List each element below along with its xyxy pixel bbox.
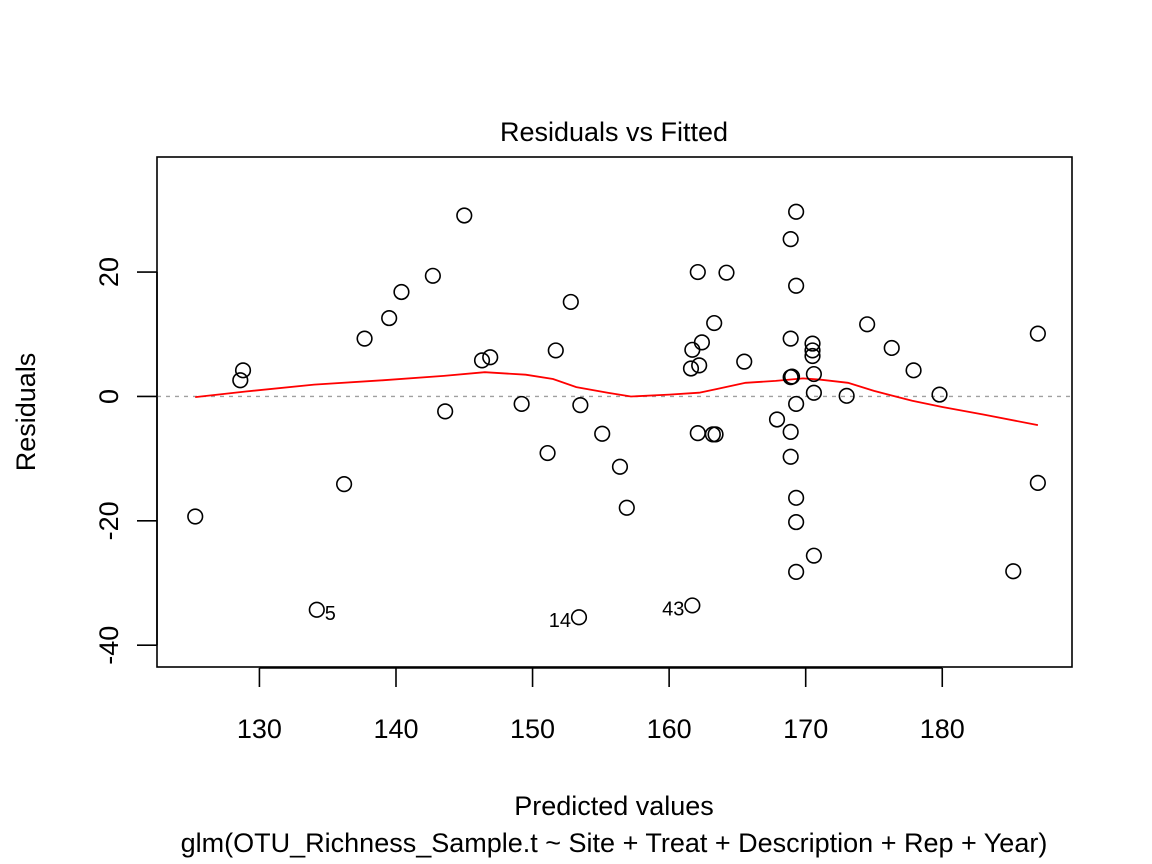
data-point (805, 384, 822, 401)
data-point (931, 386, 948, 403)
data-point (689, 263, 706, 281)
data-point (883, 339, 900, 357)
data-point (788, 563, 805, 580)
data-point (804, 347, 821, 365)
data-point (788, 489, 805, 506)
data-point (437, 403, 454, 420)
data-point (718, 264, 735, 281)
x-tick-label: 130 (237, 714, 282, 744)
data-point (684, 597, 701, 614)
data-point (689, 425, 706, 442)
data-point (232, 372, 249, 389)
plot-frame (156, 156, 1073, 668)
data-point (456, 207, 473, 224)
data-point (805, 365, 822, 383)
x-tick-label: 150 (510, 714, 555, 744)
data-point (691, 357, 708, 374)
data-point (393, 283, 410, 301)
data-point (693, 334, 711, 351)
data-point (788, 513, 805, 531)
y-axis: -40 -20 0 20 (94, 257, 158, 665)
data-point (788, 277, 805, 294)
data-point (805, 547, 822, 564)
data-point (782, 423, 799, 441)
data-point (905, 362, 922, 379)
data-point (234, 362, 252, 379)
x-axis-label: Predicted values (514, 791, 714, 821)
data-point (804, 342, 821, 359)
data-point (513, 395, 530, 413)
data-point (859, 316, 876, 333)
data-point (570, 609, 588, 626)
data-points: 5 14 43 (187, 203, 1046, 632)
data-point (335, 476, 353, 493)
data-point (788, 203, 805, 220)
y-tick-label: -20 (94, 501, 124, 540)
y-tick-label: 0 (94, 389, 124, 404)
data-point (562, 293, 579, 311)
data-point (782, 230, 799, 248)
data-point (482, 349, 499, 366)
x-tick-label: 140 (373, 714, 418, 744)
data-point (547, 342, 564, 359)
data-point (1029, 325, 1046, 342)
model-formula-caption: glm(OTU_Richness_Sample.t ~ Site + Treat… (181, 828, 1048, 858)
data-point (788, 395, 805, 413)
data-point (707, 426, 724, 443)
data-point (381, 309, 398, 327)
x-tick-label: 160 (647, 714, 692, 744)
x-tick-label: 170 (783, 714, 828, 744)
data-point (572, 397, 589, 414)
data-point (783, 368, 801, 385)
data-point (782, 448, 799, 465)
data-point (684, 341, 701, 358)
data-point (1029, 474, 1046, 492)
data-point (594, 425, 611, 442)
data-point (682, 360, 700, 377)
data-point (473, 352, 491, 369)
data-point (838, 387, 855, 404)
y-tick-label: 20 (94, 257, 124, 287)
y-tick-label: -40 (94, 626, 124, 665)
data-point (736, 353, 753, 370)
data-point (618, 499, 635, 516)
data-point (768, 411, 786, 428)
data-point (308, 601, 325, 618)
data-point (356, 330, 373, 347)
data-point (706, 314, 723, 332)
data-point (424, 267, 441, 284)
smooth-trend-line (195, 371, 1039, 426)
data-point (539, 444, 556, 462)
data-point (804, 335, 821, 352)
data-point (1005, 563, 1022, 580)
data-point (782, 330, 799, 347)
outlier-label: 14 (549, 610, 571, 632)
chart-title: Residuals vs Fitted (500, 117, 728, 147)
outlier-label: 43 (662, 598, 684, 620)
data-point (187, 508, 204, 525)
y-axis-label: Residuals (11, 353, 41, 472)
data-point (611, 458, 629, 475)
x-tick-label: 180 (920, 714, 965, 744)
outlier-label: 5 (325, 603, 336, 625)
x-axis: 130 140 150 160 170 180 (237, 667, 965, 744)
